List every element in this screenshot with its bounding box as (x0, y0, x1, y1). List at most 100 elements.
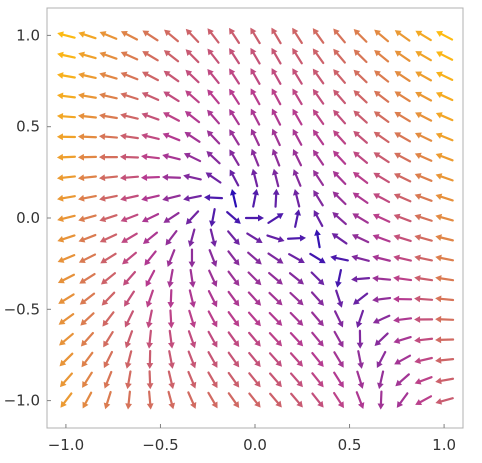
vector-arrow (227, 290, 240, 307)
vector-arrow (56, 174, 76, 182)
vector-arrow (414, 254, 433, 262)
vector-arrow (207, 109, 221, 125)
vector-arrow (145, 289, 154, 308)
vector-arrow (103, 390, 112, 410)
vector-arrow (373, 131, 390, 144)
vector-arrow (288, 253, 305, 264)
vector-arrow (333, 130, 347, 145)
vector-arrow (312, 88, 325, 105)
vector-arrow (414, 193, 433, 202)
vector-arrow (312, 109, 325, 126)
vector-arrow (310, 271, 325, 286)
vector-arrow (292, 188, 301, 208)
vector-arrow (100, 272, 117, 285)
vector-arrow (372, 234, 391, 243)
vector-arrow (60, 392, 73, 408)
vector-arrow (120, 194, 139, 202)
vector-arrow (435, 295, 455, 303)
vector-arrow (353, 29, 368, 43)
vector-arrow (271, 27, 282, 45)
vector-arrow (268, 352, 283, 367)
vector-arrow (435, 254, 455, 262)
vector-arrow (247, 251, 262, 265)
vector-arrow (435, 112, 454, 122)
vector-arrow (185, 69, 200, 84)
vector-arrow (205, 172, 222, 184)
vector-arrow (78, 51, 97, 60)
vector-arrow (82, 371, 93, 388)
vector-arrow (394, 91, 411, 103)
y-axis: −1.0 −0.5 0.0 0.5 1.0 (4, 26, 51, 410)
vector-arrow (393, 254, 412, 262)
vector-arrow (332, 170, 347, 186)
vector-arrow (333, 330, 344, 348)
vector-arrow (183, 173, 202, 181)
x-tick-label: −1.0 (48, 436, 84, 454)
vector-arrow (166, 249, 176, 267)
vector-arrow (98, 153, 119, 161)
vector-arrow (372, 254, 391, 262)
vector-arrow (271, 128, 281, 147)
vector-arrow (332, 150, 347, 165)
vector-arrow (394, 354, 412, 365)
vector-arrow (185, 49, 200, 64)
vector-arrow (56, 92, 76, 100)
vector-arrow (207, 89, 220, 105)
vector-arrow (99, 214, 118, 223)
vector-arrow (99, 233, 118, 243)
vector-arrow (141, 212, 160, 223)
vector-arrow (142, 231, 159, 244)
vector-arrow (250, 27, 261, 45)
vector-arrow (435, 377, 455, 385)
vector-arrow (167, 329, 175, 349)
vector-arrow (351, 233, 370, 244)
vector-arrow (415, 395, 433, 406)
vector-arrow (435, 315, 455, 323)
vector-arrow (330, 254, 349, 262)
vector-arrow (393, 316, 413, 324)
vector-arrow (146, 309, 153, 329)
vector-arrow (183, 152, 202, 163)
vector-arrow (414, 356, 433, 365)
vector-arrow (99, 71, 118, 80)
vector-arrow (99, 92, 118, 100)
vector-arrow (352, 192, 369, 204)
vector-arrow (372, 275, 392, 282)
vector-arrow (311, 372, 324, 388)
vector-arrow (313, 210, 324, 228)
vector-arrow (142, 51, 159, 62)
vector-arrow (82, 391, 93, 409)
vector-arrow (247, 271, 262, 286)
vector-arrow (393, 295, 413, 303)
vector-arrow (352, 171, 369, 185)
vector-arrow (229, 188, 238, 208)
vector-arrow (227, 230, 240, 246)
vector-arrow (77, 112, 97, 120)
vector-arrow (312, 28, 325, 44)
vector-arrow (79, 272, 96, 284)
vector-arrow (203, 194, 224, 201)
vector-arrow (122, 251, 137, 265)
vector-arrow (78, 214, 97, 223)
vector-arrow (374, 70, 390, 83)
vector-arrow (268, 332, 283, 347)
vector-arrow (56, 153, 77, 161)
vector-arrow (377, 390, 385, 410)
vector-arrow (269, 392, 282, 408)
vector-arrow (353, 151, 369, 164)
vector-arrow (435, 336, 455, 344)
vector-arrow (57, 273, 76, 284)
vector-arrow (267, 213, 284, 224)
vector-arrow (167, 289, 175, 309)
vector-arrow (124, 330, 134, 349)
vector-arrow (208, 249, 218, 267)
vector-arrow (311, 392, 324, 408)
vector-arrow (252, 188, 259, 208)
vector-arrow (355, 309, 365, 328)
vector-arrow (187, 228, 196, 247)
vector-arrow (414, 234, 433, 242)
vector-arrow (100, 252, 117, 264)
vector-arrow (57, 31, 76, 39)
vector-arrow (120, 30, 139, 41)
vector-arrow (292, 27, 303, 45)
